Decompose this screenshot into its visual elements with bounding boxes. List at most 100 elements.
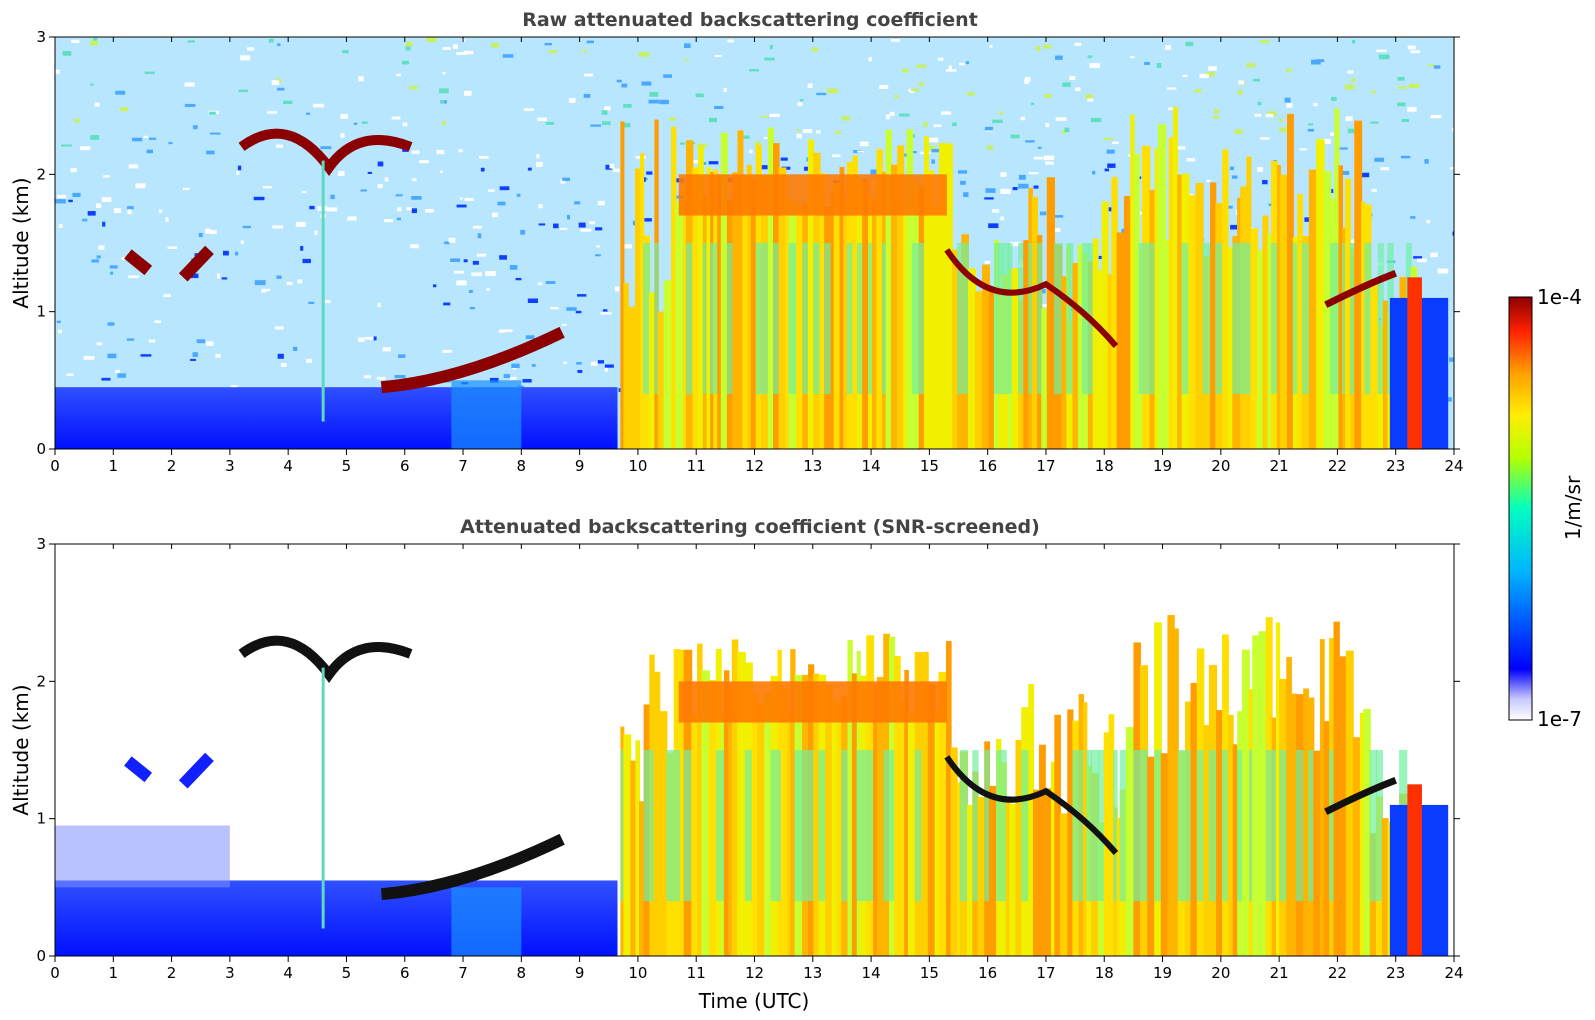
noise-pixel bbox=[910, 88, 920, 92]
cloud-column-green bbox=[1098, 750, 1105, 902]
noise-pixel bbox=[963, 192, 969, 197]
raw-x-tick-label: 22 bbox=[1328, 457, 1347, 475]
noise-pixel bbox=[1371, 90, 1377, 94]
noise-pixel bbox=[442, 47, 451, 50]
cloud-column bbox=[1033, 789, 1041, 956]
noise-pixel bbox=[263, 186, 272, 189]
noise-pixel bbox=[74, 118, 80, 123]
cloud-column bbox=[653, 671, 661, 956]
cloud-column bbox=[1275, 622, 1281, 956]
noise-pixel bbox=[1064, 127, 1070, 133]
noise-pixel bbox=[622, 122, 631, 128]
noise-pixel bbox=[347, 216, 357, 221]
noise-pixel bbox=[91, 259, 99, 263]
cloud-column bbox=[1370, 283, 1379, 449]
noise-pixel bbox=[1033, 156, 1043, 160]
cloud-column bbox=[764, 691, 772, 956]
cloud-column bbox=[1173, 107, 1179, 449]
descending-cloud-layer bbox=[944, 248, 1119, 348]
cloud-column bbox=[1009, 803, 1017, 956]
noise-pixel bbox=[464, 197, 474, 201]
noise-pixel bbox=[578, 222, 586, 228]
cloud-column bbox=[1359, 712, 1365, 956]
noise-pixel bbox=[72, 192, 81, 198]
noise-pixel bbox=[899, 113, 910, 117]
noise-pixel bbox=[1286, 103, 1293, 108]
noise-pixel bbox=[340, 114, 348, 119]
noise-pixel bbox=[485, 271, 496, 277]
cloud-column bbox=[1005, 796, 1011, 956]
raw-x-tick-label: 15 bbox=[920, 457, 939, 475]
cloud-column bbox=[1044, 788, 1053, 956]
noise-pixel bbox=[439, 170, 443, 173]
noise-pixel bbox=[1400, 155, 1411, 159]
cloud-column-green bbox=[818, 750, 827, 902]
noise-pixel bbox=[149, 137, 157, 140]
noise-pixel bbox=[1284, 97, 1291, 103]
noise-pixel bbox=[301, 190, 307, 194]
noise-pixel bbox=[384, 177, 389, 182]
noise-pixel bbox=[1316, 59, 1325, 62]
noise-pixel bbox=[940, 111, 952, 115]
noise-pixel bbox=[1194, 88, 1202, 93]
noise-pixel bbox=[491, 42, 500, 48]
cloud-column-green bbox=[912, 243, 920, 395]
cloud-column bbox=[671, 126, 677, 449]
cloud-column-green bbox=[857, 243, 864, 395]
noise-pixel bbox=[1410, 50, 1420, 54]
noise-pixel bbox=[205, 341, 214, 346]
noise-pixel bbox=[708, 161, 719, 165]
noise-pixel bbox=[1186, 158, 1196, 162]
noise-pixel bbox=[697, 95, 705, 98]
cloud-column-green bbox=[702, 243, 708, 395]
noise-pixel bbox=[55, 199, 66, 204]
noise-pixel bbox=[624, 244, 632, 249]
cloud-column bbox=[1147, 756, 1156, 956]
cloud-column-green bbox=[1091, 750, 1100, 902]
noise-pixel bbox=[56, 320, 61, 324]
cloud-column-green bbox=[1279, 750, 1288, 902]
cloud-column bbox=[897, 145, 905, 449]
noise-pixel bbox=[128, 275, 140, 279]
cloud-column-green bbox=[1141, 243, 1151, 395]
cloud-column bbox=[796, 207, 804, 449]
raw-x-tick-label: 2 bbox=[167, 457, 177, 475]
noise-pixel bbox=[96, 255, 101, 259]
noise-pixel bbox=[1025, 140, 1035, 143]
noise-pixel bbox=[196, 339, 206, 344]
cloud-column bbox=[1216, 710, 1224, 956]
cloud-column bbox=[1262, 215, 1269, 449]
noise-pixel bbox=[1330, 132, 1335, 137]
noise-pixel bbox=[60, 144, 72, 147]
noise-pixel bbox=[1062, 82, 1071, 87]
noise-pixel bbox=[511, 363, 520, 369]
noise-pixel bbox=[340, 133, 345, 138]
raw-x-tick-label: 19 bbox=[1153, 457, 1172, 475]
noise-pixel bbox=[804, 166, 810, 171]
raw-x-tick-label: 5 bbox=[342, 457, 352, 475]
cloud-patches-1-3km bbox=[124, 245, 214, 282]
screened-x-tick-label: 2 bbox=[167, 964, 177, 982]
raw-x-tick-label: 11 bbox=[687, 457, 706, 475]
noise-pixel bbox=[984, 126, 994, 131]
noise-pixel bbox=[580, 228, 592, 232]
raw-y-tick-label: 3 bbox=[36, 28, 46, 46]
noise-pixel bbox=[589, 221, 596, 225]
noise-pixel bbox=[1164, 45, 1172, 50]
noise-pixel bbox=[933, 124, 942, 128]
noise-pixel bbox=[271, 80, 280, 85]
cloud-column-green bbox=[777, 750, 782, 902]
noise-pixel bbox=[544, 42, 552, 46]
raw-y-tick-label: 0 bbox=[36, 440, 46, 458]
noise-pixel bbox=[669, 117, 676, 121]
noise-pixel bbox=[1230, 224, 1241, 230]
screened-x-axis: 0 1 2 3 4 5 6 7 8 9 10 11 12 13 14 15 16 17 18 19 20 21 22 23 24 bbox=[50, 544, 1464, 982]
cloud-column bbox=[1210, 182, 1217, 449]
noise-pixel bbox=[515, 277, 522, 281]
noise-pixel bbox=[1174, 146, 1186, 150]
noise-pixel bbox=[442, 349, 452, 353]
screened-x-tick-label: 7 bbox=[458, 964, 468, 982]
noise-pixel bbox=[1426, 220, 1431, 224]
noise-pixel bbox=[1213, 115, 1220, 119]
